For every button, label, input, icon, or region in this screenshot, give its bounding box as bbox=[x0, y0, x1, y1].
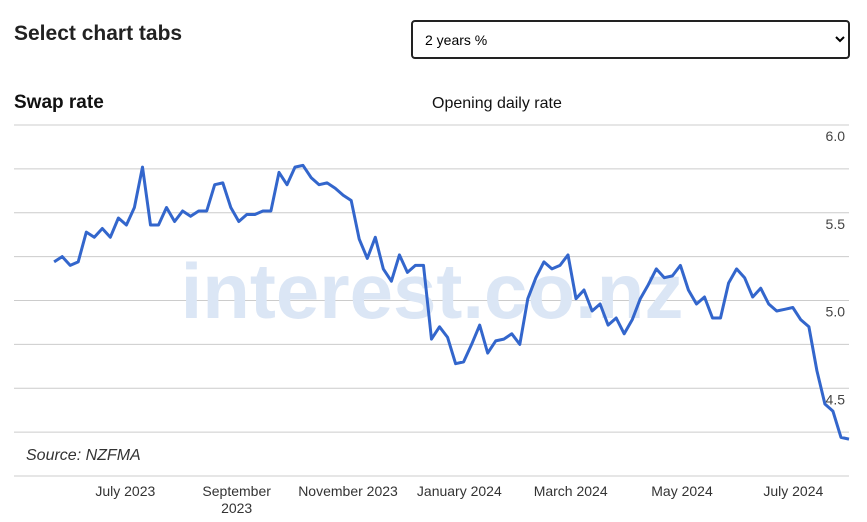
x-tick-label: July 2024 bbox=[763, 483, 824, 499]
watermark: interest.co.nz bbox=[181, 247, 684, 335]
y-tick-label: 6.0 bbox=[826, 128, 846, 144]
y-tick-label: 4.5 bbox=[826, 391, 846, 407]
y-tick-label: 5.5 bbox=[826, 216, 846, 232]
x-tick-label: January 2024 bbox=[416, 483, 502, 499]
tab-select[interactable]: 2 years % bbox=[411, 20, 850, 59]
x-tick-label: March 2024 bbox=[533, 483, 608, 499]
x-tick-label: May 2024 bbox=[651, 483, 713, 499]
x-tick-label: July 2023 bbox=[95, 483, 156, 499]
chart-subtitle: Opening daily rate bbox=[432, 95, 562, 112]
y-tick-label: 5.0 bbox=[826, 304, 846, 320]
x-tick-label: November 2023 bbox=[298, 483, 398, 499]
x-tick-label: September 2023 bbox=[202, 483, 271, 516]
source: Source: NZFMA bbox=[26, 447, 141, 464]
page-title: Select chart tabs bbox=[14, 22, 183, 45]
chart-title: Swap rate bbox=[14, 92, 104, 113]
line-series bbox=[53, 163, 850, 441]
